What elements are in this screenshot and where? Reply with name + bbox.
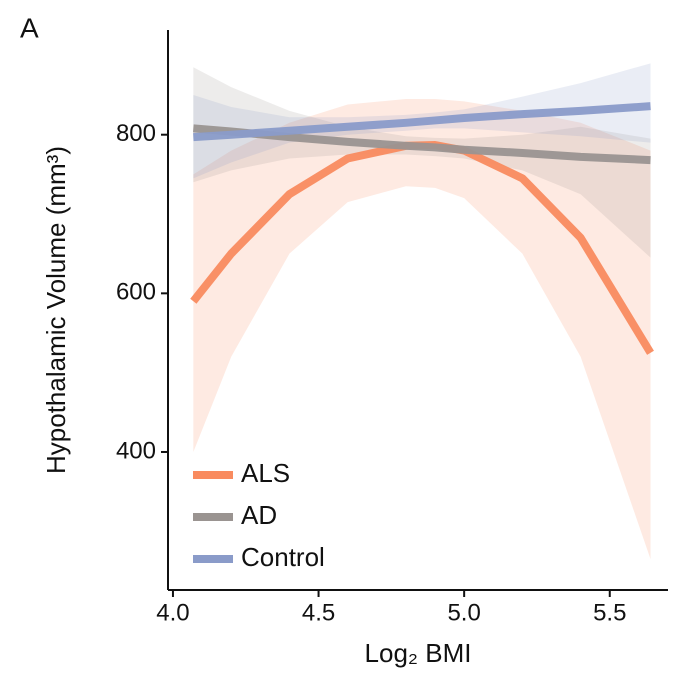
y-tick-label: 400 (116, 437, 156, 464)
x-tick-label: 4.5 (302, 599, 335, 626)
x-axis-label: Log₂ BMI (365, 638, 472, 668)
legend-label: ALS (241, 458, 290, 488)
series-line (193, 102, 651, 142)
confidence-band (193, 99, 651, 560)
legend-label: Control (241, 542, 325, 572)
x-tick-label: 4.0 (156, 599, 189, 626)
panel-label: A (20, 12, 39, 43)
x-tick-label: 5.5 (593, 599, 626, 626)
y-tick-label: 600 (116, 279, 156, 306)
x-tick-label: 5.0 (447, 599, 480, 626)
y-axis-label: Hypothalamic Volume (mm³) (41, 146, 71, 474)
legend-label: AD (241, 500, 277, 530)
y-tick-label: 800 (116, 120, 156, 147)
confidence-band (193, 67, 651, 258)
